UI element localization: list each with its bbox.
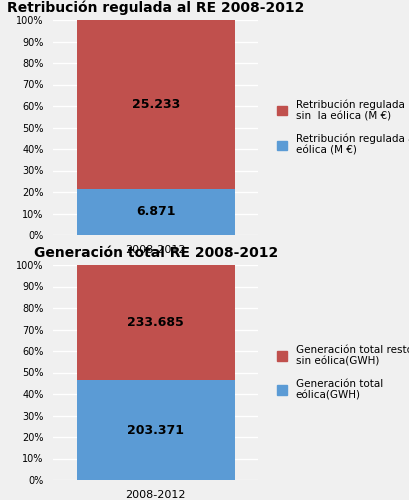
Title: Generación total RE 2008-2012: Generación total RE 2008-2012 (34, 246, 277, 260)
Legend: Generación total resto RE
sin eólica(GWH), Generación total
eólica(GWH): Generación total resto RE sin eólica(GWH… (273, 342, 409, 404)
Bar (76, 20, 234, 189)
Bar (76, 189, 234, 235)
Text: 25.233: 25.233 (131, 98, 180, 111)
Bar (76, 380, 234, 480)
Text: 203.371: 203.371 (127, 424, 184, 436)
Text: 233.685: 233.685 (127, 316, 184, 329)
Bar (76, 265, 234, 380)
Title: Retribución regulada al RE 2008-2012: Retribución regulada al RE 2008-2012 (7, 0, 304, 14)
Legend: Retribución regulada RE
sin  la eólica (M €), Retribución regulada a la
eólica (: Retribución regulada RE sin la eólica (M… (273, 96, 409, 159)
Text: 6.871: 6.871 (136, 206, 175, 218)
